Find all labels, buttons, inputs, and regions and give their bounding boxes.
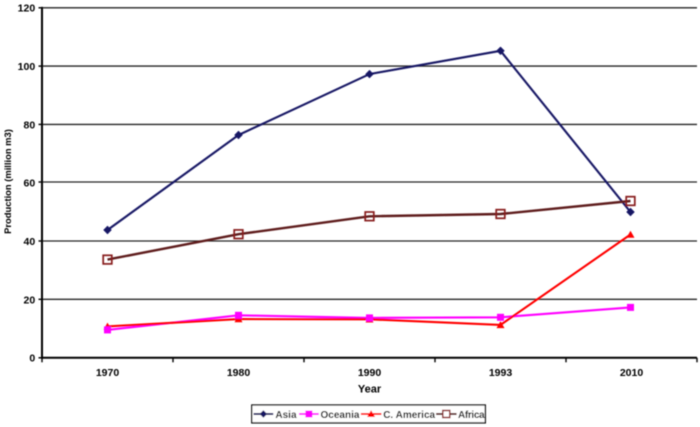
svg-text:2010: 2010 <box>620 367 644 379</box>
svg-text:20: 20 <box>24 294 36 306</box>
svg-text:80: 80 <box>24 119 36 131</box>
svg-text:40: 40 <box>24 236 36 248</box>
svg-text:Year: Year <box>358 383 382 395</box>
svg-text:Africa: Africa <box>458 410 485 421</box>
svg-text:1990: 1990 <box>358 367 382 379</box>
svg-text:1970: 1970 <box>96 367 120 379</box>
svg-text:60: 60 <box>24 178 36 190</box>
svg-text:120: 120 <box>18 3 36 15</box>
svg-text:C. America: C. America <box>383 410 435 421</box>
svg-text:Production (million m3): Production (million m3) <box>2 129 13 234</box>
svg-text:1993: 1993 <box>489 367 513 379</box>
svg-text:Asia: Asia <box>275 410 297 421</box>
svg-text:Oceania: Oceania <box>321 410 360 421</box>
svg-text:1980: 1980 <box>227 367 251 379</box>
svg-text:100: 100 <box>18 61 36 73</box>
svg-text:0: 0 <box>29 353 35 365</box>
